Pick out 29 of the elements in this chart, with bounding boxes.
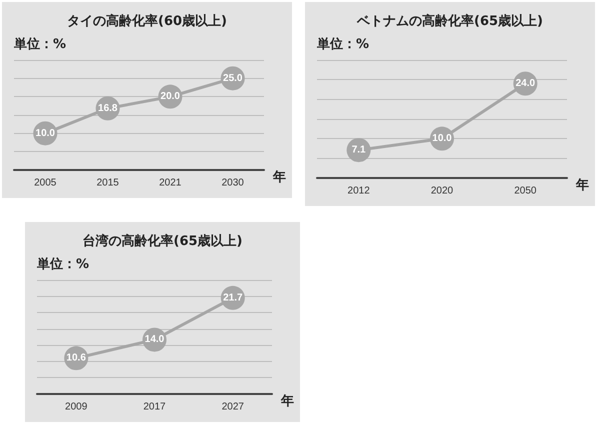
data-label: 24.0: [516, 78, 536, 90]
data-label: 10.0: [432, 133, 452, 144]
x-tick-label: 2009: [65, 402, 88, 412]
x-tick-label: 2050: [514, 186, 537, 196]
data-label: 21.7: [223, 292, 243, 304]
x-tick-label: 2015: [96, 178, 120, 188]
x-tick-label: 2020: [430, 186, 454, 196]
x-tick-label: 2005: [34, 178, 57, 188]
x-tick-label: 2017: [143, 402, 166, 412]
x-axis-title: 年: [280, 394, 294, 409]
data-label: 14.0: [144, 334, 165, 346]
x-tick-label: 2021: [159, 178, 182, 188]
chart-title: 台湾の高齢化率(65歳以上): [82, 233, 242, 249]
data-label: 16.8: [98, 102, 118, 114]
x-tick-label: 2030: [222, 178, 244, 188]
data-label: 10.0: [36, 128, 56, 139]
y-axis-title: 単位：%: [316, 37, 370, 52]
data-label: 7.1: [352, 144, 366, 156]
x-axis-title: 年: [272, 170, 286, 185]
y-axis-title: 単位：%: [36, 257, 90, 272]
chart-title: ベトナムの高齢化率(65歳以上): [356, 13, 543, 29]
x-axis-title: 年: [575, 178, 589, 193]
y-axis-title: 単位：%: [13, 37, 66, 52]
data-label: 20.0: [160, 91, 180, 102]
data-label: 10.6: [66, 352, 86, 364]
x-tick-label: 2012: [348, 186, 370, 196]
chart-title: タイの高齢化率(60歳以上): [67, 13, 227, 29]
data-label: 25.0: [223, 72, 243, 84]
x-tick-label: 2027: [222, 402, 244, 412]
